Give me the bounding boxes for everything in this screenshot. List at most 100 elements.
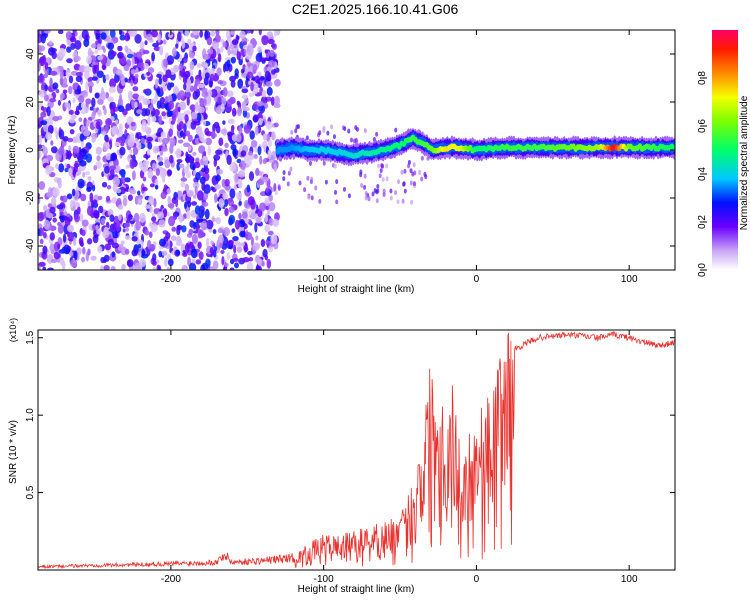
noise-speckle (205, 97, 212, 105)
noise-speckle (172, 86, 180, 96)
noise-speckle (66, 163, 71, 169)
noise-speckle (191, 258, 196, 264)
noise-speckle (335, 199, 339, 205)
noise-speckle (126, 53, 134, 59)
noise-speckle (158, 250, 163, 258)
noise-speckle (64, 102, 71, 108)
noise-speckle (151, 162, 157, 172)
noise-speckle (248, 171, 255, 182)
noise-speckle (118, 136, 126, 144)
noise-speckle (219, 242, 223, 249)
noise-speckle (43, 30, 51, 34)
noise-speckle (403, 168, 407, 174)
noise-speckle (237, 170, 246, 178)
noise-speckle (175, 197, 179, 208)
noise-speckle (267, 230, 274, 236)
noise-speckle (131, 236, 138, 242)
noise-speckle (133, 212, 140, 223)
noise-speckle (236, 246, 243, 253)
noise-speckle (144, 229, 150, 236)
noise-speckle (74, 31, 78, 37)
noise-speckle (165, 232, 171, 240)
noise-speckle (62, 233, 67, 243)
noise-speckle (249, 130, 255, 140)
noise-speckle (111, 125, 119, 136)
noise-speckle (175, 241, 183, 247)
noise-speckle (96, 228, 102, 235)
noise-speckle (182, 252, 188, 258)
noise-speckle (364, 190, 368, 196)
noise-speckle (204, 127, 210, 136)
noise-speckle (228, 206, 235, 214)
noise-speckle (270, 233, 278, 245)
noise-speckle (123, 216, 127, 222)
noise-speckle (177, 139, 184, 144)
noise-speckle (185, 170, 192, 179)
noise-speckle (215, 149, 223, 155)
noise-speckle (212, 229, 217, 235)
noise-speckle (309, 179, 313, 185)
noise-speckle (139, 41, 145, 49)
noise-speckle (193, 83, 198, 94)
noise-speckle (40, 111, 47, 118)
noise-speckle (274, 78, 281, 87)
noise-speckle (220, 249, 225, 254)
noise-speckle (149, 205, 153, 214)
noise-speckle (290, 129, 294, 135)
noise-speckle (140, 163, 149, 173)
noise-speckle (189, 85, 195, 92)
noise-speckle (183, 83, 187, 91)
noise-speckle (385, 176, 389, 182)
noise-speckle (124, 248, 130, 255)
noise-speckle (252, 63, 258, 72)
noise-speckle (152, 42, 159, 48)
noise-speckle (326, 130, 330, 136)
noise-speckle (257, 46, 262, 53)
noise-speckle (407, 159, 411, 165)
noise-speckle (42, 245, 48, 255)
noise-speckle (110, 106, 116, 116)
noise-speckle (222, 87, 228, 97)
noise-speckle (105, 143, 110, 149)
noise-speckle (66, 193, 73, 200)
noise-speckle (80, 102, 86, 109)
noise-speckle (42, 266, 47, 270)
noise-speckle (38, 134, 43, 145)
noise-speckle (343, 126, 347, 132)
noise-speckle (226, 252, 230, 261)
snr-series-line (38, 331, 675, 569)
noise-speckle (195, 172, 201, 181)
noise-speckle (239, 160, 246, 171)
noise-speckle (213, 154, 221, 161)
noise-speckle (179, 213, 183, 221)
noise-speckle (259, 155, 263, 165)
noise-speckle (38, 261, 46, 267)
noise-speckle (181, 264, 188, 270)
noise-speckle (196, 218, 204, 223)
noise-speckle (71, 188, 76, 197)
figure-title: C2E1.2025.166.10.41.G06 (292, 1, 459, 17)
noise-speckle (227, 199, 234, 207)
noise-speckle (162, 58, 168, 68)
noise-speckle (189, 220, 195, 228)
noise-speckle (240, 47, 245, 56)
noise-speckle (218, 137, 224, 147)
noise-speckle (255, 167, 260, 177)
noise-speckle (217, 227, 224, 234)
noise-speckle (82, 171, 86, 178)
noise-speckle (159, 169, 166, 179)
noise-speckle (89, 106, 94, 111)
noise-speckle (168, 215, 176, 227)
noise-speckle (265, 121, 273, 130)
y-tick-label: 20 (25, 96, 36, 108)
noise-speckle (167, 195, 172, 206)
noise-speckle (46, 212, 54, 219)
noise-speckle (132, 93, 140, 100)
noise-speckle (175, 148, 182, 159)
noise-speckle (103, 264, 110, 270)
noise-speckle (206, 36, 213, 46)
noise-speckle (105, 123, 109, 132)
noise-speckle (402, 181, 406, 187)
y-tick-label: 1.5 (25, 330, 36, 344)
